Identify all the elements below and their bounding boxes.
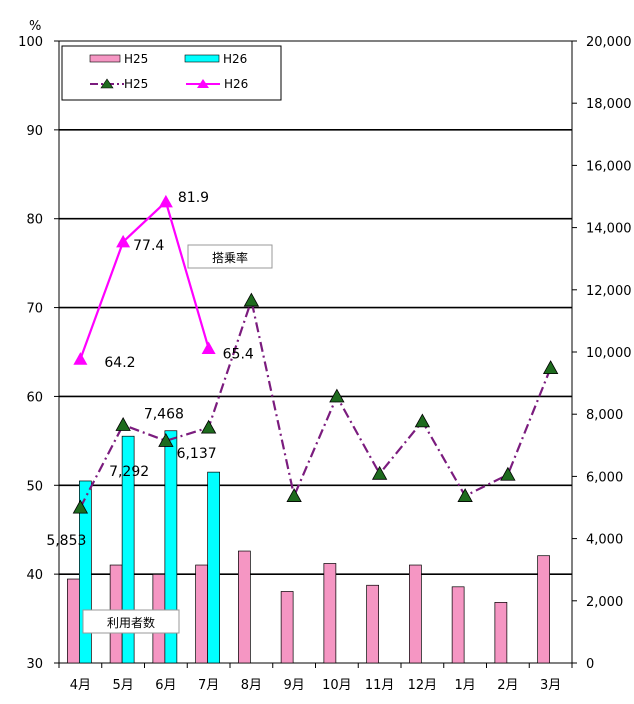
left-axis-tick-label: 100 — [18, 35, 43, 50]
marker-h25 — [200, 419, 217, 434]
legend: H25 H26 H25 H26 — [61, 45, 282, 101]
marker-h26 — [116, 234, 131, 248]
x-axis-tick-label: 8月 — [241, 678, 262, 693]
bar-h25-users — [238, 550, 251, 664]
x-axis-tick-label: 11月 — [365, 678, 395, 693]
right-axis-tick-label: 8,000 — [586, 408, 623, 423]
left-axis-unit: % — [29, 19, 41, 34]
legend-swatch-h26-bar — [184, 54, 220, 63]
bars — [67, 430, 550, 664]
bar-h25-users — [366, 584, 379, 664]
right-axis-tick-label: 6,000 — [586, 470, 623, 485]
legend-label-h26-line: H26 — [224, 77, 248, 91]
line-data-label: 77.4 — [133, 238, 164, 254]
marker-h26 — [158, 194, 173, 208]
marker-h26 — [73, 352, 88, 365]
legend-swatch-h25-bar — [89, 54, 121, 63]
gridlines — [58, 40, 573, 664]
right-axis-tick-label: 0 — [586, 657, 594, 672]
bar-h26-users-current — [121, 435, 135, 664]
line-series-h25 — [79, 296, 552, 509]
marker-h25 — [414, 413, 431, 428]
left-axis-tick-label: 60 — [26, 390, 43, 405]
marker-h25 — [158, 433, 174, 447]
legend-label-h25-line: H25 — [124, 77, 148, 91]
bar-data-label: 7,468 — [144, 407, 184, 423]
bar-h25-users — [409, 564, 422, 664]
left-axis-tick-label: 30 — [26, 657, 43, 672]
annotation-load-factor-text: 搭乗率 — [212, 250, 248, 265]
bar-data-label: 5,853 — [46, 533, 86, 549]
marker-h25 — [457, 488, 473, 502]
x-axis-tick-label: 9月 — [283, 678, 304, 693]
lines — [72, 194, 559, 514]
right-axis-tick-label: 2,000 — [586, 595, 623, 610]
right-axis-tick-label: 14,000 — [586, 222, 632, 237]
right-axis-tick-label: 4,000 — [586, 533, 623, 548]
plot-frame — [58, 40, 573, 664]
bar-h25-users — [451, 586, 465, 664]
right-axis-tick-label: 12,000 — [586, 284, 632, 299]
marker-h25 — [115, 417, 131, 431]
left-axis-tick-label: 90 — [26, 124, 43, 139]
right-axis-tick-label: 20,000 — [586, 35, 632, 50]
x-axis-tick-label: 1月 — [454, 678, 475, 693]
line-data-label: 65.4 — [223, 346, 254, 362]
bar-h25-users — [537, 555, 550, 664]
right-axis-tick-label: 16,000 — [586, 159, 632, 174]
x-axis-tick-label: 6月 — [155, 678, 176, 693]
legend-label-h25-bar: H25 — [124, 52, 148, 66]
marker-h25 — [500, 466, 516, 481]
left-axis-tick-label: 80 — [26, 213, 43, 228]
marker-h25 — [371, 465, 388, 480]
annotation-users-text: 利用者数 — [107, 615, 155, 630]
bar-h25-users — [195, 564, 208, 664]
marker-h25 — [72, 499, 89, 514]
annotation-load-factor: 搭乗率 — [187, 244, 273, 269]
x-axis-tick-label: 7月 — [198, 678, 219, 693]
bar-data-label: 6,137 — [177, 446, 217, 462]
bar-h25-users — [494, 602, 508, 664]
bar-data-label: 7,292 — [109, 464, 149, 480]
bar-h25-users — [67, 578, 80, 664]
marker-h25 — [243, 292, 260, 307]
legend-marker-h25 — [100, 78, 114, 89]
axes: 30 40 50 60 70 80 90 100 0 2,000 4,000 6,000 8,000 10… — [18, 35, 631, 693]
x-axis-tick-label: 10月 — [322, 678, 352, 693]
marker-h25 — [286, 488, 302, 502]
marker-h25 — [542, 360, 559, 374]
left-axis-tick-label: 40 — [26, 568, 43, 583]
marker-h26 — [201, 341, 216, 355]
x-axis-tick-label: 3月 — [540, 678, 561, 693]
data-labels: 64.2 77.4 81.9 65.4 5,853 7,292 7,468 6,137 — [46, 190, 254, 549]
left-axis-tick-label: 50 — [26, 479, 43, 494]
x-axis-tick-label: 5月 — [112, 678, 133, 693]
x-axis-tick-label: 4月 — [70, 678, 91, 693]
x-axis-tick-label: 2月 — [497, 678, 518, 693]
line-data-label: 81.9 — [178, 190, 209, 206]
line-series-h26 — [79, 199, 210, 360]
bar-h25-users — [280, 591, 294, 664]
bar-h26-users-current — [164, 430, 178, 664]
left-axis-tick-label: 70 — [26, 302, 43, 317]
legend-marker-h26 — [197, 79, 209, 88]
legend-label-h26-bar: H26 — [223, 52, 247, 66]
right-axis-tick-label: 18,000 — [586, 97, 632, 112]
bar-h25-users — [323, 563, 337, 664]
marker-h25 — [329, 388, 345, 403]
annotation-users: 利用者数 — [82, 609, 180, 634]
line-data-label: 64.2 — [104, 355, 135, 371]
legend-box — [61, 45, 282, 101]
bar-h26-users-current — [207, 471, 220, 664]
x-axis-tick-label: 12月 — [408, 678, 438, 693]
right-axis-tick-label: 10,000 — [586, 346, 632, 361]
